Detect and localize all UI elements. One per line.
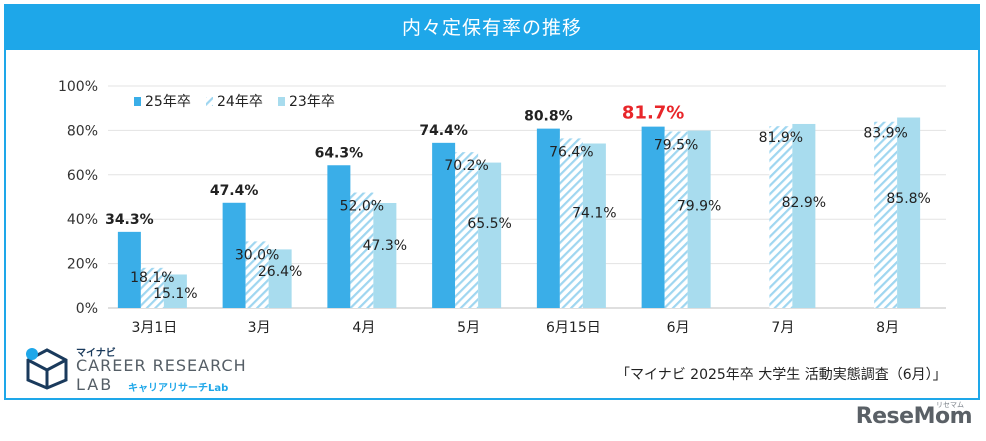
data-label-25: 80.8% <box>524 109 573 125</box>
bar-24年卒 <box>455 152 479 308</box>
bar-23年卒 <box>582 143 606 308</box>
y-tick-label: 20% <box>67 257 98 273</box>
bar-23年卒 <box>897 117 921 308</box>
bar-25年卒 <box>117 231 141 308</box>
cube-logo-icon <box>26 348 68 390</box>
y-tick-label: 0% <box>76 301 98 317</box>
chart-frame: 内々定保有率の推移 0% 20% 40% 60% 80% 100% 34.3% 18.1% 15… <box>4 4 980 400</box>
data-label-24: 52.0% <box>340 199 384 215</box>
bar-24年卒 <box>559 138 583 308</box>
x-tick-label: 5月 <box>457 320 480 336</box>
bar-24年卒 <box>664 131 688 308</box>
bar-23年卒 <box>163 274 187 308</box>
data-label-24: 76.4% <box>549 144 593 160</box>
brand-line1: CAREER RESEARCH <box>76 356 247 375</box>
bar-25年卒 <box>536 128 560 308</box>
bar-25年卒 <box>222 202 246 308</box>
bar-chart: 0% 20% 40% 60% 80% 100% 34.3% 18.1%15.1% 3月1日 47.… <box>58 79 946 336</box>
bar-25年卒 <box>432 142 456 308</box>
source-note: 「マイナビ 2025年卒 大学生 活動実態調査（6月）」 <box>616 367 947 383</box>
data-label-23: 74.1% <box>572 206 616 222</box>
data-label-24: 70.2% <box>444 158 488 174</box>
legend-label: 24年卒 <box>217 94 263 110</box>
bar-23年卒 <box>268 249 292 308</box>
legend-label: 25年卒 <box>145 94 191 110</box>
bar-23年卒 <box>478 162 502 308</box>
data-label-24: 30.0% <box>235 247 279 263</box>
data-label-24: 18.1% <box>130 270 174 286</box>
x-tick-label: 4月 <box>352 320 375 336</box>
data-label-23: 82.9% <box>782 195 826 211</box>
y-tick-label: 60% <box>67 168 98 184</box>
x-tick-label: 8月 <box>876 320 899 336</box>
y-tick-label: 80% <box>67 123 98 139</box>
bar-25年卒 <box>641 126 665 308</box>
chart-panel: 0% 20% 40% 60% 80% 100% 34.3% 18.1% 15.1% 3月1日 47.… <box>16 64 976 354</box>
x-tick-label: 6月15日 <box>546 320 601 336</box>
data-label-24: 83.9% <box>863 126 907 142</box>
data-label-25: 34.3% <box>105 212 154 228</box>
legend-swatch <box>134 97 141 106</box>
x-tick-label: 3月1日 <box>131 320 177 336</box>
y-tick-label: 40% <box>67 212 98 228</box>
brand-mynavi-text: マイナビ <box>76 348 116 359</box>
data-label-23: 85.8% <box>886 191 930 207</box>
bar-24年卒 <box>350 192 374 308</box>
bar-23年卒 <box>792 123 816 308</box>
brand-kana: キャリアリサーチLab <box>128 383 229 394</box>
data-label-24: 81.9% <box>759 130 803 146</box>
data-label-23: 65.5% <box>467 216 511 232</box>
data-label-23: 26.4% <box>258 264 302 280</box>
chart-title: 内々定保有率の推移 <box>6 6 978 50</box>
bar-23年卒 <box>373 202 397 308</box>
career-research-lab-logo: マイナビ CAREER RESEARCH LAB キャリアリサーチLab <box>24 344 284 400</box>
x-tick-label: 7月 <box>771 320 794 336</box>
brand-line2: LAB <box>76 375 114 394</box>
legend-label: 23年卒 <box>289 94 335 110</box>
bar-24年卒 <box>769 126 793 308</box>
y-tick-label: 100% <box>58 79 98 95</box>
legend-swatch <box>206 97 213 106</box>
bar-23年卒 <box>687 130 711 308</box>
bar-24年卒 <box>140 267 164 308</box>
data-label-23: 79.9% <box>677 198 721 214</box>
data-label-23: 15.1% <box>153 286 197 302</box>
bar-24年卒 <box>874 121 898 308</box>
data-label-24: 79.5% <box>654 138 698 154</box>
data-label-25: 47.4% <box>210 183 259 199</box>
data-label-25: 81.7% <box>622 103 684 124</box>
bar-25年卒 <box>327 165 351 308</box>
bar-24年卒 <box>245 241 269 308</box>
x-tick-label: 3月 <box>248 320 271 336</box>
legend-swatch <box>278 97 285 106</box>
data-label-25: 74.4% <box>419 123 468 139</box>
resemom-watermark: ReseMom <box>855 404 973 429</box>
data-label-23: 47.3% <box>363 238 407 254</box>
watermark-kana: リセマム <box>936 401 964 409</box>
data-label-25: 64.3% <box>315 145 364 161</box>
x-tick-label: 6月 <box>667 320 690 336</box>
